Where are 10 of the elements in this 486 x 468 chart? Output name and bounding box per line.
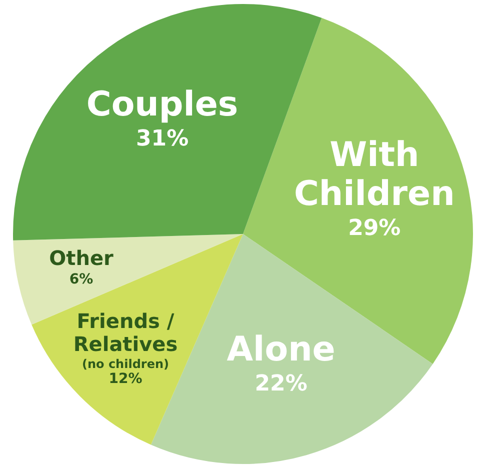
slice-label: Couples	[86, 84, 238, 125]
data-label: 31%	[136, 126, 189, 152]
data-label: 22%	[254, 371, 308, 396]
slice-label: Other	[49, 246, 114, 270]
slice-label: Alone	[226, 329, 336, 370]
slice-label: With Children	[294, 134, 455, 214]
data-label: 12%	[108, 371, 142, 388]
data-label: 6%	[69, 272, 94, 288]
slice-label: Friends / Relatives (no children)	[73, 308, 178, 371]
data-label: 29%	[348, 216, 401, 241]
